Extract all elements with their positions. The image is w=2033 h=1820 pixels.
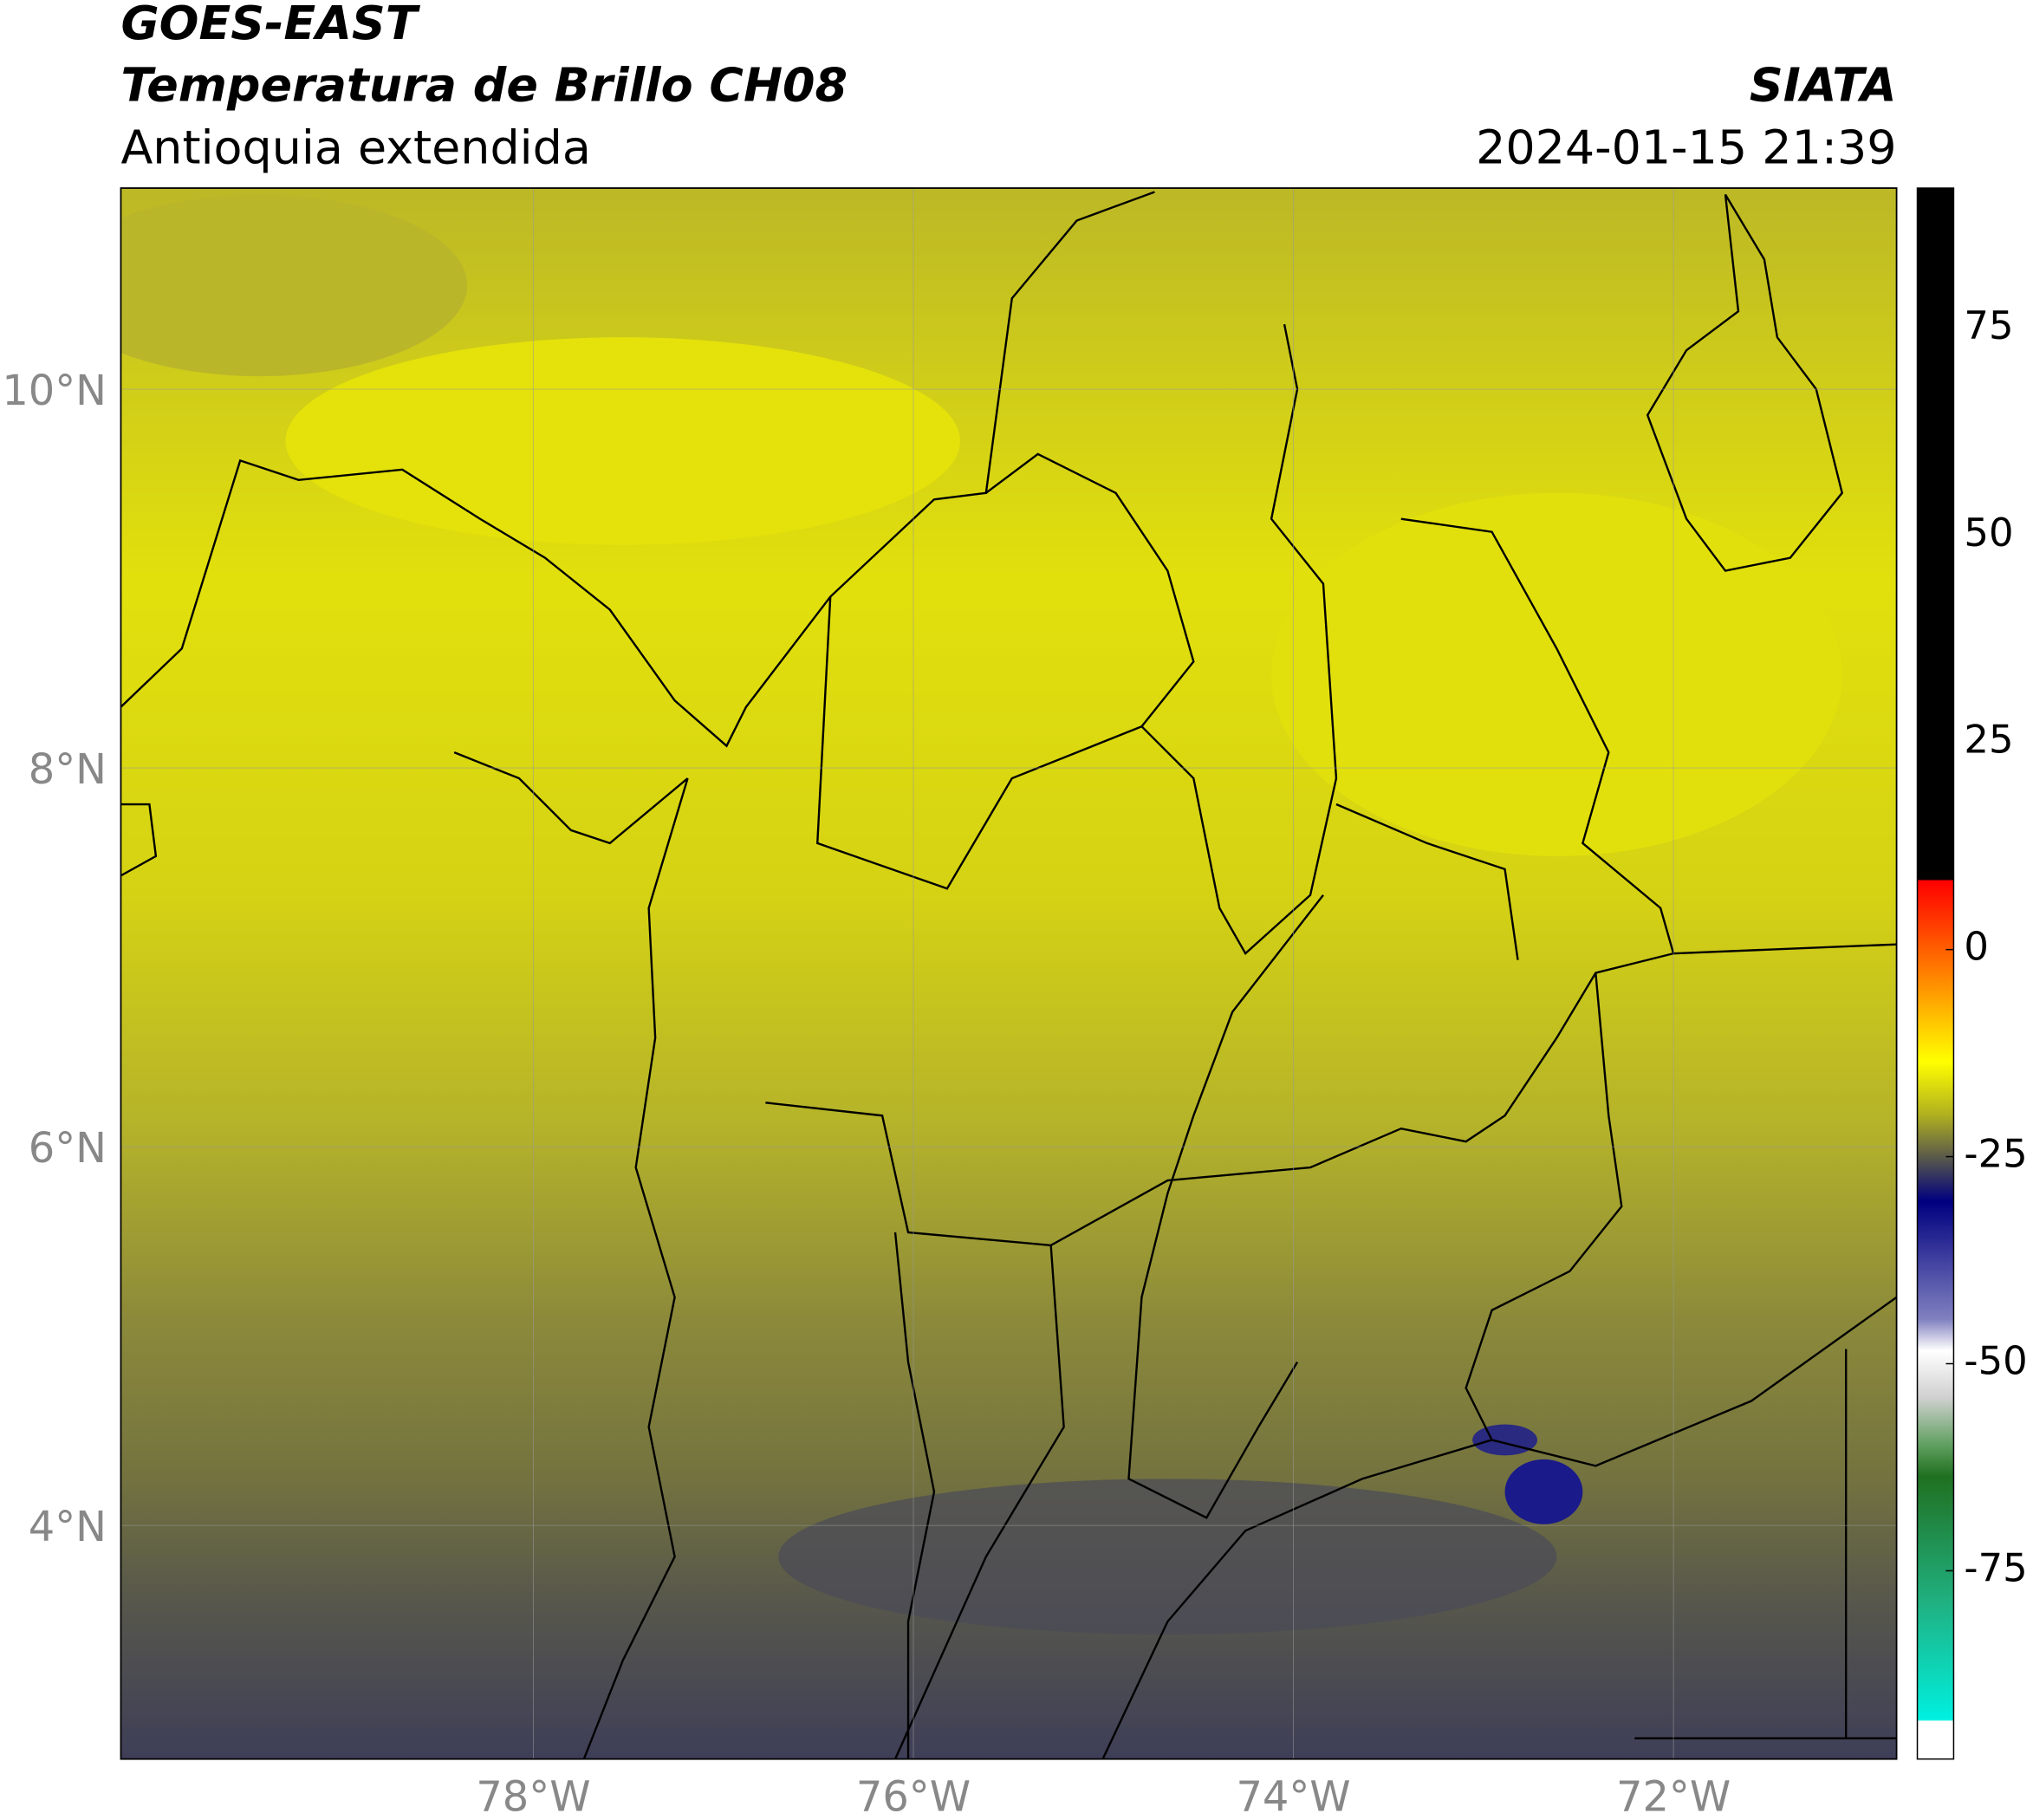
map-frame: [120, 187, 1898, 1760]
colorbar-tick-label: -25: [1964, 1131, 2027, 1177]
colorbar-tick-label: 50: [1964, 510, 2013, 556]
coastline: [582, 777, 689, 1759]
border: [1335, 517, 1675, 960]
colorbar: [1916, 187, 1955, 1760]
warm-area: [285, 337, 960, 545]
x-tick-label: 72°W: [1616, 1774, 1731, 1820]
y-tick-label: 6°N: [29, 1125, 107, 1173]
border: [1127, 894, 1324, 1519]
x-tick-label: 76°W: [856, 1774, 971, 1820]
warm-area: [1271, 492, 1842, 856]
colorbar-tick-label: 0: [1964, 924, 1989, 970]
x-tick-label: 74°W: [1236, 1774, 1350, 1820]
colorbar-tick-label: 75: [1964, 302, 2013, 348]
cold-core: [1472, 1424, 1537, 1456]
y-tick-label: 10°N: [2, 367, 107, 415]
graticule: [120, 188, 1897, 1759]
y-tick-label: 8°N: [29, 746, 107, 794]
y-tick-label: 4°N: [29, 1504, 107, 1551]
subtitle: Temperatura de Brillo CH08: [120, 58, 848, 113]
cold-area: [778, 1479, 1557, 1635]
border: [815, 452, 1195, 890]
cold-core: [1504, 1459, 1583, 1524]
cool-area: [120, 194, 468, 377]
title: GOES-EAST: [120, 0, 420, 50]
border: [893, 1232, 1065, 1759]
region: Antioquia extendida: [120, 120, 590, 175]
coastline: [1646, 193, 1844, 572]
map-field: [120, 188, 1897, 1759]
coastline: [120, 751, 689, 877]
colorbar-tick-label: -75: [1964, 1544, 2027, 1590]
border: [1140, 323, 1338, 956]
datetime: 2024-01-15 21:39: [1476, 120, 1896, 175]
colorbar-tick-label: 25: [1964, 717, 2013, 763]
x-tick-label: 78°W: [476, 1774, 590, 1820]
border: [1101, 1349, 1897, 1759]
coastline: [120, 191, 1155, 748]
colorbar-tick-label: -50: [1964, 1338, 2027, 1384]
source: SIATA: [1750, 58, 1897, 113]
